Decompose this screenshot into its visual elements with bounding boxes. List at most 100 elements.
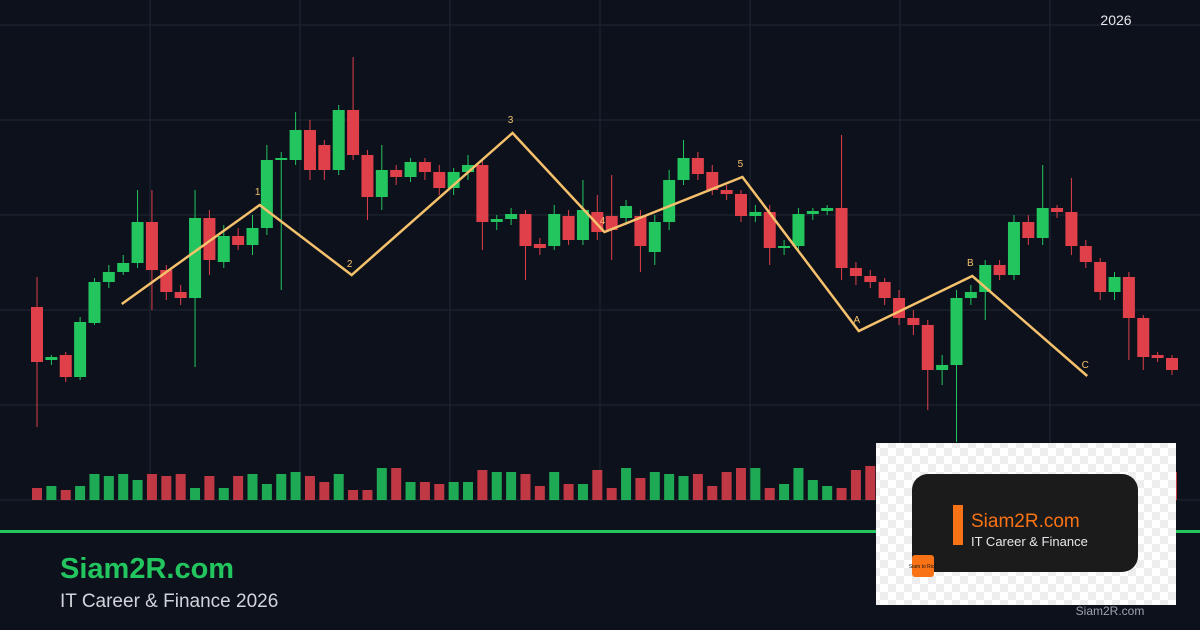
volume-bar — [506, 472, 517, 500]
wave-label: A — [853, 315, 860, 326]
footer-brand: Siam2R.com — [60, 553, 234, 585]
candle-body — [1007, 222, 1020, 275]
volume-bar — [865, 466, 876, 500]
candle-body — [720, 190, 733, 194]
volume-bar — [376, 468, 387, 500]
candle-body — [1094, 262, 1107, 292]
volume-bar — [175, 474, 186, 500]
volume-bar — [549, 472, 560, 500]
candle-body — [404, 162, 417, 177]
candle-body — [706, 172, 719, 190]
volume-bar — [419, 482, 430, 500]
candle-body — [117, 263, 130, 272]
candle-body — [634, 216, 647, 246]
card-tagline: IT Career & Finance — [971, 534, 1088, 549]
candle-body — [763, 212, 776, 248]
volume-bar — [534, 486, 545, 500]
candle-body — [74, 322, 87, 377]
candle-body — [260, 160, 273, 228]
candle-body — [878, 282, 891, 298]
candle-body — [1036, 208, 1049, 238]
candle-body — [462, 165, 475, 172]
candle-body — [390, 170, 403, 177]
candle-body — [1065, 212, 1078, 246]
volume-bar — [146, 474, 157, 500]
volume-bar — [218, 488, 229, 500]
candle-body — [433, 172, 446, 188]
candle-body — [232, 236, 245, 245]
volume-bar — [606, 488, 617, 500]
volume-bar — [103, 476, 114, 500]
candle-body — [548, 214, 561, 246]
candle-body — [663, 180, 676, 222]
volume-bar — [391, 468, 402, 500]
volume-bar — [721, 472, 732, 500]
volume-bar — [89, 474, 100, 500]
candle-body — [476, 165, 489, 222]
candle-body — [964, 292, 977, 298]
volume-bar — [405, 482, 416, 500]
candle-body — [174, 292, 187, 298]
candle-body — [921, 325, 934, 370]
volume-bar — [520, 474, 531, 500]
volume-bar — [32, 488, 42, 500]
volume-bar — [362, 490, 373, 500]
candle-body — [1151, 355, 1164, 358]
wave-label: C — [1082, 360, 1089, 371]
candle-body — [849, 268, 862, 276]
candle-body — [59, 355, 72, 377]
candle-body — [1108, 277, 1121, 292]
candle-body — [45, 357, 58, 360]
divider — [0, 530, 1200, 533]
volume-bar — [75, 486, 86, 500]
candle-body — [605, 216, 618, 230]
candle-body — [893, 298, 906, 318]
candle-body — [203, 218, 216, 260]
candle-body — [347, 110, 360, 155]
candle-body — [318, 145, 331, 170]
candle-body — [749, 212, 762, 216]
candle-body — [1166, 358, 1178, 370]
candle-body — [691, 158, 704, 174]
candle-body — [490, 219, 503, 222]
volume-bar — [649, 472, 660, 500]
volume-bar — [276, 474, 287, 500]
candle-body — [936, 365, 949, 370]
candle-body — [950, 298, 963, 365]
candle-body — [576, 210, 589, 240]
candle-body — [303, 130, 316, 170]
candle-body — [102, 272, 115, 282]
volume-bar — [261, 484, 272, 500]
candle-body — [806, 211, 819, 214]
volume-bar — [233, 476, 244, 500]
candle-body — [88, 282, 101, 323]
volume-bar — [161, 476, 172, 500]
footer-tagline: IT Career & Finance 2026 — [60, 591, 278, 612]
wave-label: 1 — [255, 187, 261, 198]
candle-body — [1079, 246, 1092, 262]
candle-body — [131, 222, 144, 263]
candle-body — [907, 318, 920, 325]
candle-body — [1122, 277, 1135, 318]
year: 2026 — [1100, 12, 1131, 28]
candle-body — [217, 236, 230, 262]
candle-body — [246, 228, 259, 245]
volume-bar — [807, 480, 818, 500]
volume-bar — [491, 472, 502, 500]
wave-label: B — [967, 258, 974, 269]
wave-label: 3 — [508, 115, 514, 126]
card-accent — [953, 505, 963, 545]
candle-body — [821, 208, 834, 211]
volume-bar — [692, 474, 703, 500]
volume-bar — [204, 476, 215, 500]
candle-body — [648, 222, 661, 252]
candle-body — [993, 265, 1006, 275]
candle-body — [620, 206, 633, 218]
wave-label: 2 — [347, 259, 353, 270]
volume-bar — [707, 486, 718, 500]
volume-bar — [46, 486, 57, 500]
volume-bar — [463, 482, 474, 500]
volume-bar — [290, 472, 301, 500]
candle-body — [289, 130, 302, 160]
